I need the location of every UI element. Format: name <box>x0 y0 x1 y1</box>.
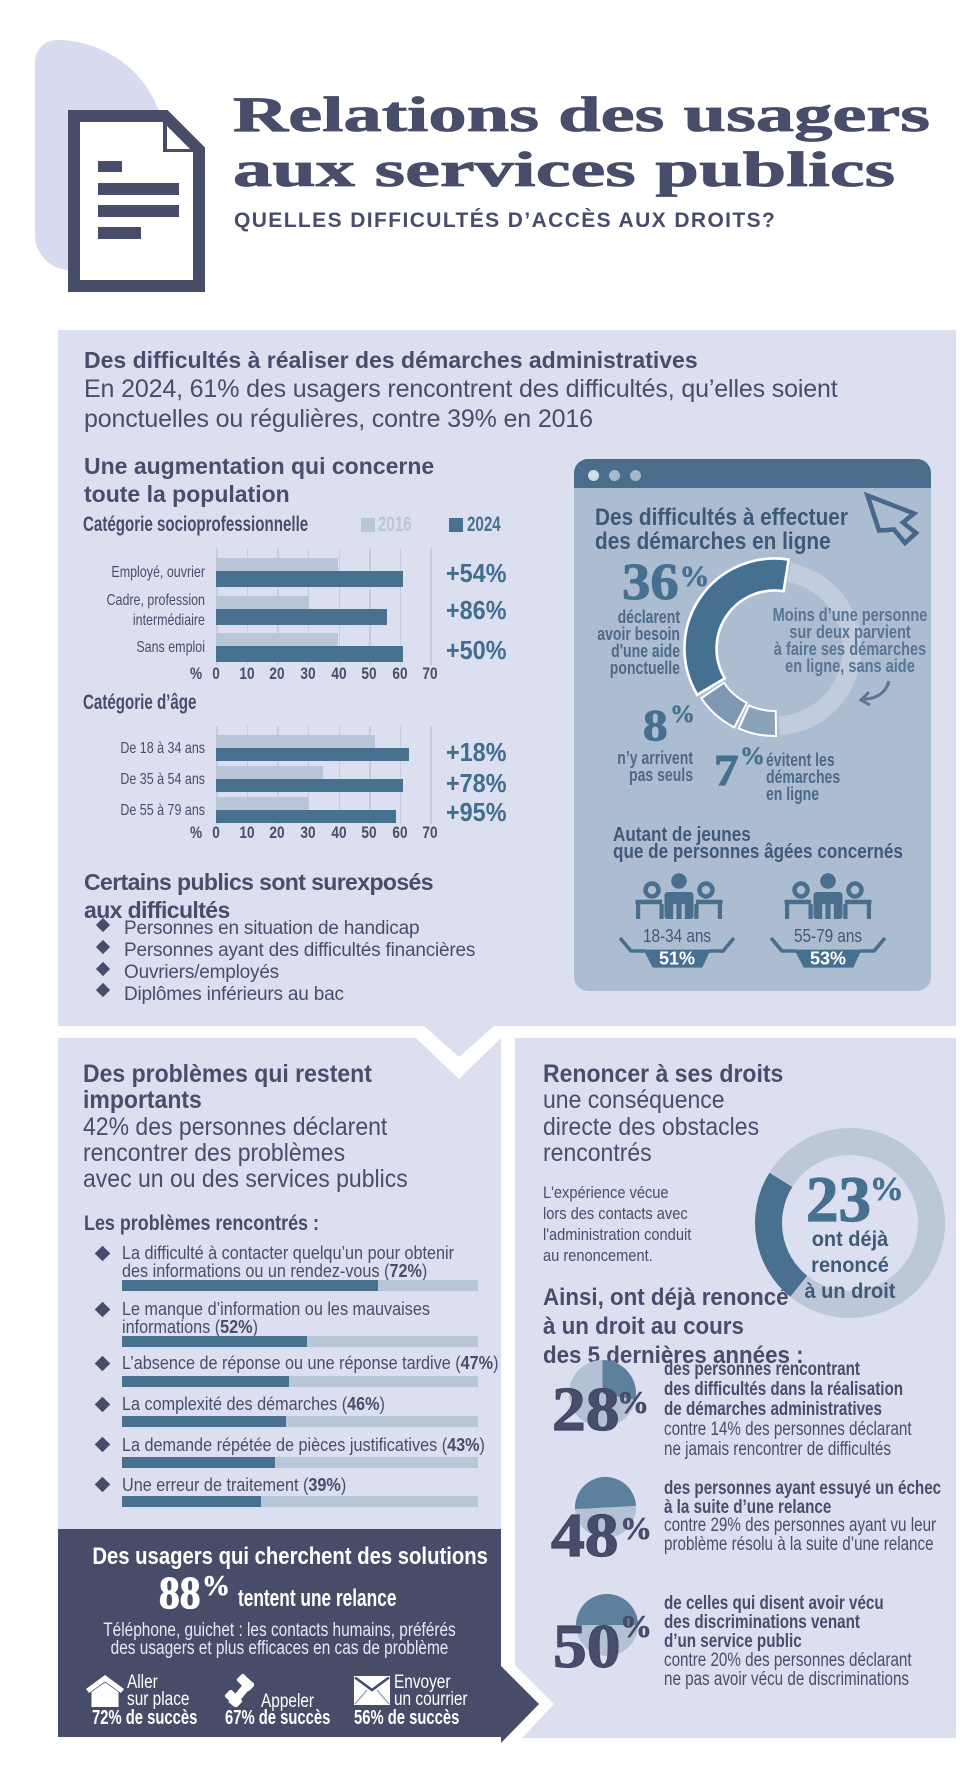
svg-text:53%: 53% <box>810 949 846 969</box>
svg-text:51%: 51% <box>659 949 695 969</box>
